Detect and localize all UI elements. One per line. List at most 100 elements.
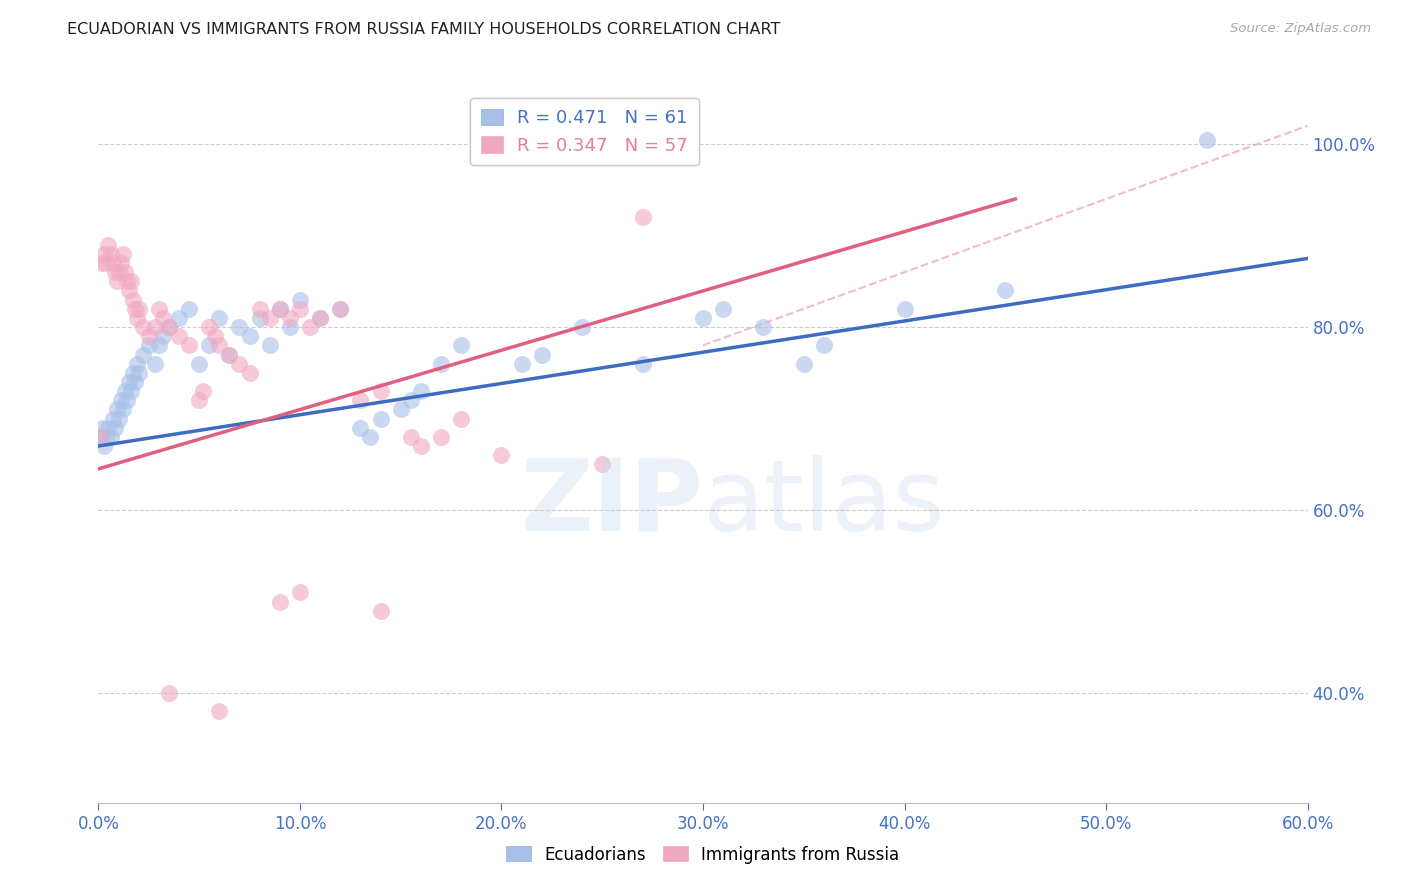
Point bbox=[249, 310, 271, 325]
Point bbox=[111, 402, 134, 417]
Point bbox=[120, 384, 142, 398]
Point bbox=[193, 384, 215, 398]
Text: ECUADORIAN VS IMMIGRANTS FROM RUSSIA FAMILY HOUSEHOLDS CORRELATION CHART: ECUADORIAN VS IMMIGRANTS FROM RUSSIA FAM… bbox=[67, 22, 780, 37]
Point bbox=[148, 338, 170, 352]
Point bbox=[510, 357, 533, 371]
Point bbox=[631, 357, 654, 371]
Point bbox=[89, 430, 111, 444]
Point bbox=[124, 301, 146, 316]
Point bbox=[107, 411, 129, 425]
Text: ZIP: ZIP bbox=[520, 455, 703, 551]
Point bbox=[239, 366, 262, 380]
Point bbox=[125, 310, 148, 325]
Point bbox=[103, 265, 125, 279]
Point bbox=[91, 420, 114, 434]
Point bbox=[752, 320, 775, 334]
Point bbox=[399, 393, 422, 408]
Point bbox=[228, 320, 250, 334]
Point bbox=[107, 265, 129, 279]
Point bbox=[218, 347, 240, 361]
Point bbox=[143, 320, 166, 334]
Legend: Ecuadorians, Immigrants from Russia: Ecuadorians, Immigrants from Russia bbox=[499, 839, 907, 871]
Point bbox=[115, 274, 138, 288]
Point bbox=[198, 320, 221, 334]
Point bbox=[249, 301, 271, 316]
Point bbox=[450, 338, 472, 352]
Point bbox=[239, 329, 262, 343]
Point bbox=[167, 310, 190, 325]
Point bbox=[97, 237, 120, 252]
Point bbox=[157, 320, 180, 334]
Point bbox=[288, 301, 311, 316]
Point bbox=[97, 420, 120, 434]
Point bbox=[430, 430, 453, 444]
Point bbox=[208, 338, 231, 352]
Point bbox=[105, 402, 128, 417]
Point bbox=[370, 411, 392, 425]
Point bbox=[110, 256, 132, 270]
Point bbox=[692, 310, 714, 325]
Point bbox=[208, 310, 231, 325]
Point bbox=[121, 366, 143, 380]
Point bbox=[114, 265, 136, 279]
Point bbox=[309, 310, 332, 325]
Point bbox=[148, 301, 170, 316]
Point bbox=[409, 384, 432, 398]
Point bbox=[103, 420, 125, 434]
Point bbox=[218, 347, 240, 361]
Point bbox=[115, 393, 138, 408]
Point bbox=[288, 585, 311, 599]
Point bbox=[100, 247, 122, 261]
Point bbox=[278, 310, 301, 325]
Point bbox=[152, 329, 174, 343]
Point bbox=[994, 284, 1017, 298]
Point bbox=[91, 256, 114, 270]
Point bbox=[152, 310, 174, 325]
Point bbox=[329, 301, 352, 316]
Point bbox=[128, 366, 150, 380]
Point bbox=[143, 357, 166, 371]
Point bbox=[259, 338, 281, 352]
Point bbox=[309, 310, 332, 325]
Legend: R = 0.471   N = 61, R = 0.347   N = 57: R = 0.471 N = 61, R = 0.347 N = 57 bbox=[470, 98, 699, 165]
Point bbox=[450, 411, 472, 425]
Point bbox=[188, 357, 211, 371]
Point bbox=[389, 402, 412, 417]
Point bbox=[125, 357, 148, 371]
Point bbox=[101, 256, 124, 270]
Point bbox=[288, 293, 311, 307]
Point bbox=[132, 320, 155, 334]
Point bbox=[1195, 132, 1218, 146]
Point bbox=[110, 393, 132, 408]
Point bbox=[198, 338, 221, 352]
Point bbox=[132, 347, 155, 361]
Point bbox=[813, 338, 835, 352]
Point bbox=[349, 393, 371, 408]
Point bbox=[399, 430, 422, 444]
Point bbox=[101, 411, 124, 425]
Point bbox=[93, 247, 115, 261]
Point bbox=[269, 594, 291, 608]
Point bbox=[269, 301, 291, 316]
Point bbox=[179, 338, 201, 352]
Point bbox=[93, 439, 115, 453]
Point bbox=[491, 448, 513, 462]
Point bbox=[793, 357, 815, 371]
Point bbox=[430, 357, 453, 371]
Point bbox=[96, 256, 118, 270]
Text: atlas: atlas bbox=[703, 455, 945, 551]
Point bbox=[278, 320, 301, 334]
Point bbox=[114, 384, 136, 398]
Point bbox=[105, 274, 128, 288]
Point bbox=[179, 301, 201, 316]
Point bbox=[188, 393, 211, 408]
Point bbox=[167, 329, 190, 343]
Point bbox=[370, 604, 392, 618]
Point bbox=[591, 458, 613, 472]
Point bbox=[121, 293, 143, 307]
Point bbox=[631, 211, 654, 225]
Point bbox=[96, 430, 118, 444]
Point bbox=[138, 329, 160, 343]
Point bbox=[208, 704, 231, 718]
Point bbox=[571, 320, 593, 334]
